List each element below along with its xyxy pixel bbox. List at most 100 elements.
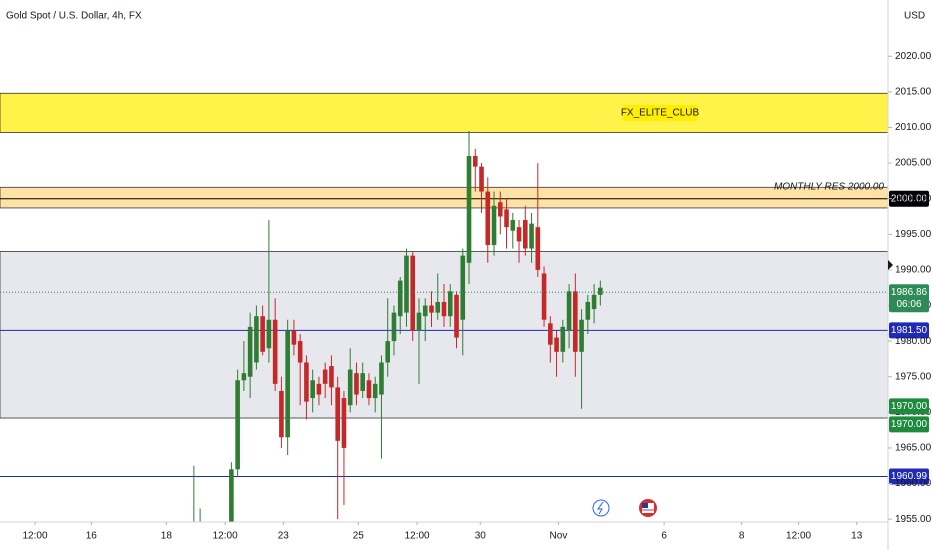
candle-body [310,380,315,399]
x-tick-label: Nov [550,531,568,542]
candle-body [366,380,372,399]
candle-body [229,469,234,522]
candle-body [541,273,547,320]
x-tick-label: 12:00 [213,531,238,542]
candle-body [435,301,441,313]
y-tick-label: 1990.00 [895,265,932,276]
candle-body [491,205,497,245]
y-tick-label: 1995.00 [895,229,932,240]
candle-body [260,316,265,352]
last-price-label: 1986.86 [891,287,928,298]
candle-body [529,223,534,249]
icon-lightning[interactable] [592,499,610,517]
zone [0,250,888,419]
candle-body [560,326,566,352]
x-tick-label: 6 [661,531,667,542]
candle-body [291,330,297,345]
zone-label: FX_ELITE_CLUB [621,108,700,119]
candle-body [410,255,416,331]
candle-body [391,312,397,342]
price-box [889,468,929,485]
candle-body [548,323,553,345]
price-label: 2000.00 [891,193,928,204]
candle-body [566,291,572,331]
x-tick-label: 8 [739,531,745,542]
candle-body [504,209,509,228]
candle-body [598,287,603,295]
x-tick-label: 18 [161,531,173,542]
x-tick-label: 23 [278,531,290,542]
candle-body [579,319,584,352]
candle-body [441,301,447,317]
candle-body [429,305,434,313]
y-tick-label: 2005.00 [895,158,932,169]
price-tag-label: 1970.00 [891,419,928,430]
currency: USD [904,11,925,22]
x-tick-label: 12:00 [405,531,430,542]
x-tick-label: 12:00 [786,531,811,542]
zone [0,92,888,133]
countdown: 06:06 [896,299,921,310]
candle-body [573,291,578,352]
candle-body [535,227,541,270]
x-tick-label: 12:00 [23,531,48,542]
candle-body [447,291,453,317]
candle-body [422,305,428,317]
icon-flag[interactable] [639,499,657,517]
price-tag-label: 1970.00 [891,401,928,412]
candle-body [404,255,409,313]
candle-body [385,341,391,363]
candle-body [591,294,597,310]
marker [888,260,893,270]
plot-area: FX_ELITE_CLUB [0,92,888,522]
y-tick-label: 1965.00 [895,443,932,454]
y-tick-label: 2015.00 [895,87,932,98]
x-tick-label: 13 [851,531,863,542]
candle-body [272,319,278,384]
candle-body [235,380,240,470]
candle-body [347,369,353,406]
label-box [622,104,698,121]
x-tick-label: 30 [475,531,487,542]
candle-body [522,220,528,249]
candle-body [279,390,284,438]
y-tick-label: 2010.00 [895,122,932,133]
candle-body [372,383,378,399]
last-price-box [889,284,929,313]
candle-body [304,362,309,402]
candle-body [329,366,334,388]
x-tick-label: 25 [353,531,365,542]
candle-body [516,227,522,242]
candle-body [460,255,466,320]
candle-body [254,316,259,363]
candle-body [297,341,303,363]
candle-body [472,155,478,167]
y-tick-label: 1975.00 [895,371,932,382]
candle-body [354,373,359,395]
candle-body [397,280,403,317]
x-tick-label: 16 [86,531,98,542]
price-label: 1981.50 [891,325,928,336]
candle-body [416,312,422,331]
candle-body [479,166,484,192]
candle-body [266,319,272,349]
candle-body [466,155,472,263]
price-label: 1960.99 [891,471,928,482]
candle-body [247,326,253,377]
y-tick-label: 2000.00 [895,193,932,204]
candle-body [510,220,516,231]
candle-body [497,202,503,217]
candle-body [241,373,247,381]
chart-title: Gold Spot / U.S. Dollar, 4h, FX [6,11,142,22]
candle-body [585,301,591,320]
candle-body [379,362,384,395]
price-box [889,190,929,207]
candle-body [316,383,322,395]
candle-body [554,337,559,352]
price-tag [889,416,929,433]
candle-body [322,369,328,384]
candle-body [454,294,459,338]
candle-body [335,387,340,441]
price-box [889,322,929,339]
level-label: MONTHLY RES 2000.00 [774,181,884,192]
